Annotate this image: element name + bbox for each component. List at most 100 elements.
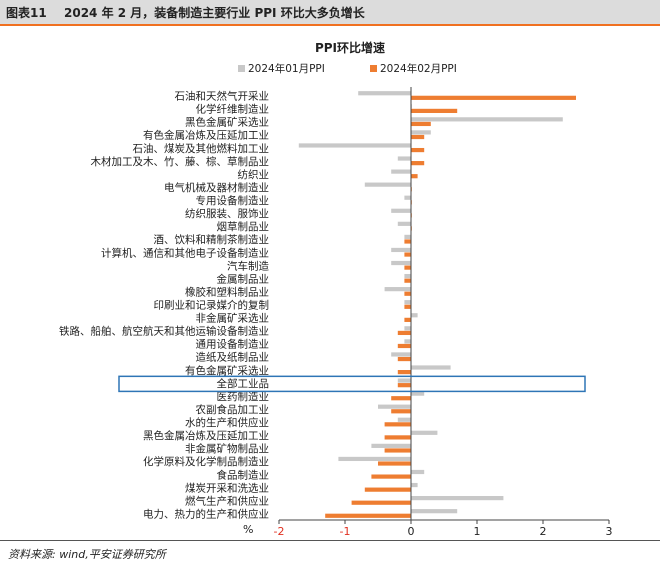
bar-feb bbox=[397, 343, 411, 349]
figure-title: 2024 年 2 月，装备制造主要行业 PPI 环比大多负增长 bbox=[64, 6, 365, 20]
bar-feb bbox=[411, 108, 458, 113]
bar-jan bbox=[404, 234, 411, 239]
category-label: 电气机械及器材制造业 bbox=[164, 181, 269, 194]
category-label: 橡胶和塑料制品业 bbox=[185, 285, 269, 298]
figure-header: 图表11 2024 年 2 月，装备制造主要行业 PPI 环比大多负增长 bbox=[0, 0, 660, 26]
source-footer: 资料来源: wind,平安证券研究所 bbox=[0, 540, 660, 561]
bar-jan bbox=[391, 208, 411, 213]
bar-feb bbox=[404, 252, 411, 257]
category-label: 电力、热力的生产和供应业 bbox=[143, 507, 269, 520]
bar-feb bbox=[384, 435, 411, 440]
bar-jan bbox=[371, 443, 411, 448]
category-label: 化学纤维制造业 bbox=[196, 103, 270, 116]
x-tick-label: -1 bbox=[340, 525, 351, 538]
bar-jan bbox=[411, 365, 451, 370]
bar-jan bbox=[397, 417, 411, 422]
bar-jan bbox=[411, 391, 425, 396]
bar-feb bbox=[404, 317, 411, 322]
category-label: 有色金属矿采选业 bbox=[185, 364, 269, 377]
bar-jan bbox=[338, 456, 411, 462]
category-label: 铁路、船舶、航空航天和其他运输设备制造业 bbox=[59, 325, 269, 338]
bar-feb bbox=[384, 422, 411, 427]
bar-feb bbox=[351, 500, 411, 505]
category-label: 黑色金属冶炼及压延加工业 bbox=[143, 429, 269, 442]
category-label: 食品制造业 bbox=[217, 468, 270, 481]
category-label: 非金属矿采选业 bbox=[196, 312, 270, 325]
highlight-box bbox=[118, 375, 586, 393]
category-label: 非金属矿物制品业 bbox=[185, 442, 269, 455]
chart-legend: 2024年01月PPI 2024年02月PPI bbox=[238, 62, 457, 75]
bar-feb bbox=[397, 356, 411, 362]
bar-jan bbox=[397, 156, 411, 161]
category-label: 酒、饮料和精制茶制造业 bbox=[154, 233, 270, 246]
bar-feb bbox=[391, 409, 411, 414]
bar-feb bbox=[397, 370, 411, 375]
ppi-chart: PPI环比增速 2024年01月PPI 2024年02月PPI 石油和天然气开采… bbox=[59, 40, 613, 538]
x-tick-label: 3 bbox=[606, 525, 613, 538]
bar-jan bbox=[411, 313, 418, 318]
category-label: 石油和天然气开采业 bbox=[175, 90, 270, 103]
source-note: 资料来源: wind,平安证券研究所 bbox=[8, 548, 166, 561]
bar-feb bbox=[411, 134, 425, 140]
bar-jan bbox=[391, 169, 411, 174]
bar-feb bbox=[378, 461, 411, 466]
bar-feb bbox=[404, 239, 411, 244]
x-tick-label: -2 bbox=[274, 525, 285, 538]
bar-jan bbox=[411, 496, 504, 501]
bar-jan bbox=[391, 260, 411, 266]
bar-jan bbox=[404, 300, 411, 305]
legend-swatch-feb bbox=[370, 65, 377, 72]
bar-jan bbox=[391, 247, 411, 253]
legend-label-jan: 2024年01月PPI bbox=[248, 62, 325, 75]
figure-label: 图表11 bbox=[6, 6, 47, 20]
bar-feb bbox=[411, 161, 425, 166]
bar-jan bbox=[404, 273, 411, 279]
x-tick-label: 2 bbox=[540, 525, 547, 538]
bar-feb bbox=[411, 121, 431, 127]
bar-jan bbox=[384, 287, 411, 292]
bar-feb bbox=[404, 265, 411, 270]
category-label: 金属制品业 bbox=[217, 272, 270, 285]
bar-jan bbox=[298, 143, 411, 148]
bar-feb bbox=[371, 474, 411, 479]
category-label: 通用设备制造业 bbox=[196, 338, 270, 351]
legend-swatch-jan bbox=[238, 65, 245, 72]
category-label: 专用设备制造业 bbox=[196, 194, 270, 207]
bar-jan bbox=[411, 117, 563, 122]
bar-feb bbox=[411, 147, 425, 153]
category-label: 医药制造业 bbox=[217, 390, 270, 403]
bar-feb bbox=[364, 487, 411, 492]
category-label: 纺织服装、服饰业 bbox=[185, 207, 269, 220]
bar-jan bbox=[397, 221, 411, 226]
category-label: 汽车制造 bbox=[227, 259, 269, 272]
x-axis-unit: % bbox=[243, 523, 253, 536]
category-label: 有色金属冶炼及压延加工业 bbox=[143, 129, 269, 142]
chart-title: PPI环比增速 bbox=[315, 40, 385, 55]
bar-feb bbox=[404, 291, 411, 296]
bar-feb bbox=[404, 278, 411, 283]
category-label: 黑色金属矿采选业 bbox=[185, 116, 269, 129]
category-label: 农副食品加工业 bbox=[196, 403, 270, 416]
category-label: 水的生产和供应业 bbox=[185, 416, 269, 429]
bar-feb bbox=[391, 396, 411, 401]
category-label: 石油、煤炭及其他燃料加工业 bbox=[133, 142, 270, 155]
bar-jan bbox=[404, 195, 411, 200]
category-label: 煤炭开采和洗选业 bbox=[185, 481, 269, 494]
bar-jan bbox=[364, 182, 411, 187]
x-tick-label: 0 bbox=[408, 525, 415, 538]
bar-jan bbox=[358, 91, 411, 96]
category-label: 烟草制品业 bbox=[217, 220, 270, 233]
category-label: 计算机、通信和其他电子设备制造业 bbox=[101, 246, 269, 259]
bar-feb bbox=[397, 383, 411, 388]
bar-jan bbox=[411, 509, 458, 514]
bar-jan bbox=[404, 339, 411, 344]
bar-jan bbox=[411, 482, 418, 488]
bar-jan bbox=[404, 326, 411, 331]
bar-feb bbox=[325, 513, 411, 518]
bar-jan bbox=[397, 378, 411, 383]
bar-jan bbox=[391, 352, 411, 357]
category-label: 造纸及纸制品业 bbox=[196, 351, 270, 364]
x-tick-label: 1 bbox=[474, 525, 481, 538]
bar-feb bbox=[384, 448, 411, 453]
bar-jan bbox=[411, 469, 425, 475]
